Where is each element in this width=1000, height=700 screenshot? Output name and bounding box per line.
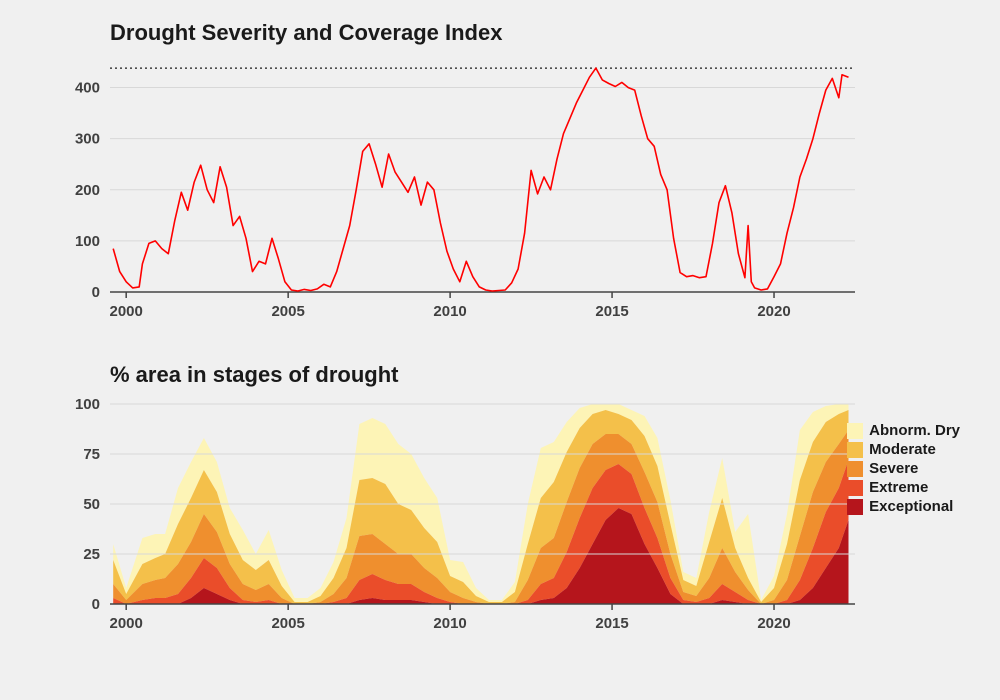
- svg-text:2005: 2005: [271, 303, 304, 320]
- dsci-title: Drought Severity and Coverage Index: [110, 20, 970, 46]
- legend-label: Extreme: [869, 479, 928, 496]
- svg-text:2005: 2005: [271, 615, 304, 632]
- legend-item: Severe: [847, 460, 960, 477]
- svg-text:100: 100: [75, 396, 100, 413]
- svg-text:2010: 2010: [433, 303, 466, 320]
- legend-swatch: [847, 423, 863, 439]
- dsci-chart: Drought Severity and Coverage Index 0 100…: [30, 20, 970, 332]
- svg-text:75: 75: [83, 446, 100, 463]
- legend-label: Exceptional: [869, 498, 953, 515]
- svg-text:2015: 2015: [595, 303, 628, 320]
- svg-text:2020: 2020: [757, 303, 790, 320]
- legend-item: Exceptional: [847, 498, 960, 515]
- legend-swatch: [847, 480, 863, 496]
- svg-text:2000: 2000: [110, 615, 143, 632]
- legend-swatch: [847, 442, 863, 458]
- svg-text:0: 0: [92, 596, 100, 613]
- legend-item: Moderate: [847, 441, 960, 458]
- svg-text:300: 300: [75, 131, 100, 148]
- drought-legend: Abnorm. Dry Moderate Severe Extreme Exceptio…: [847, 422, 960, 517]
- drought-area-svg: 0 25 50 75 100 2000 2005 2010 2015 2020: [30, 394, 890, 644]
- legend-item: Abnorm. Dry: [847, 422, 960, 439]
- svg-text:50: 50: [83, 496, 100, 513]
- svg-text:400: 400: [75, 80, 100, 97]
- legend-label: Moderate: [869, 441, 936, 458]
- svg-text:0: 0: [92, 284, 100, 301]
- svg-text:200: 200: [75, 182, 100, 199]
- svg-text:2015: 2015: [595, 615, 628, 632]
- drought-area-title: % area in stages of drought: [110, 362, 970, 388]
- legend-swatch: [847, 499, 863, 515]
- legend-item: Extreme: [847, 479, 960, 496]
- svg-text:2010: 2010: [433, 615, 466, 632]
- legend-label: Severe: [869, 460, 918, 477]
- drought-area-chart: % area in stages of drought 0 25 50 75 100 20…: [30, 362, 970, 644]
- dsci-svg: 0 100 200 300 400 2000 2005 2010 2015 2020: [30, 52, 890, 332]
- svg-text:100: 100: [75, 233, 100, 250]
- legend-label: Abnorm. Dry: [869, 422, 960, 439]
- svg-text:2000: 2000: [110, 303, 143, 320]
- legend-swatch: [847, 461, 863, 477]
- svg-text:2020: 2020: [757, 615, 790, 632]
- svg-text:25: 25: [83, 546, 100, 563]
